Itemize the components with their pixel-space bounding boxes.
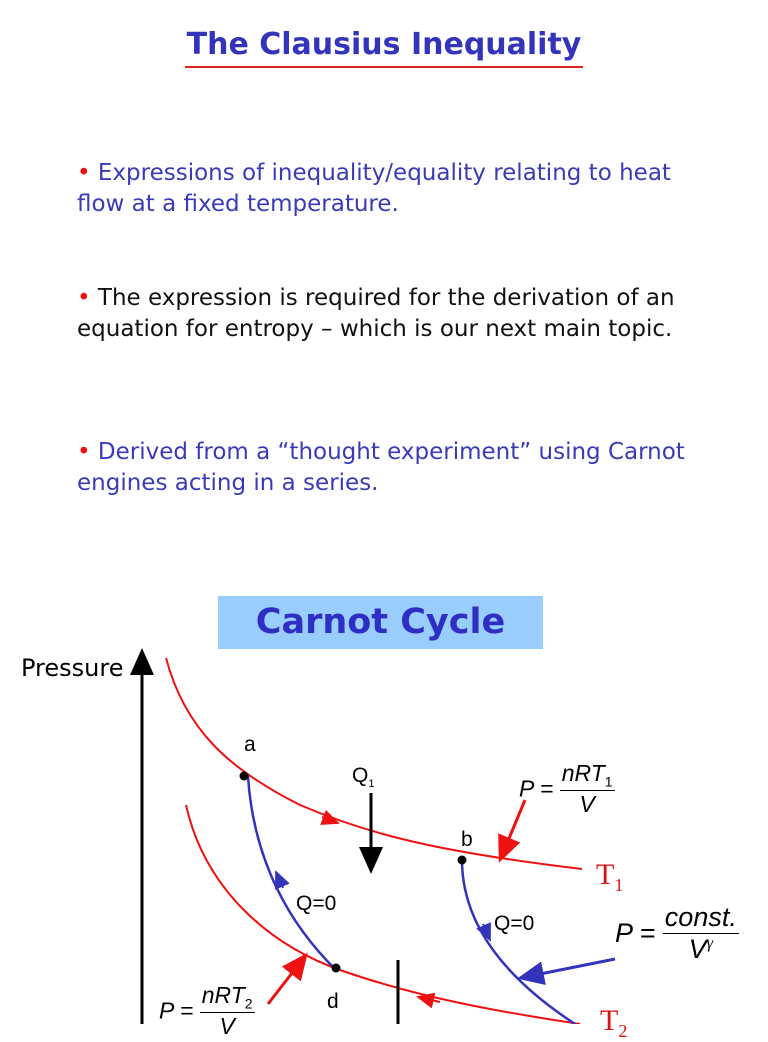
eq-lhs: P = — [615, 918, 656, 948]
section-heading: Carnot Cycle — [218, 596, 543, 649]
y-axis-label: Pressure — [21, 654, 124, 682]
bullet-text: The expression is required for the deriv… — [77, 285, 675, 342]
eq-denominator: V — [688, 934, 707, 964]
adiabat-right-curve — [460, 859, 576, 1024]
eq-numerator: nRT — [561, 760, 605, 786]
adiabat-right-label: Q=0 — [494, 912, 535, 935]
point-d-label: d — [327, 990, 339, 1013]
eq-denominator: V — [579, 790, 595, 817]
isotherm-hot-curve — [165, 657, 583, 870]
eq-exponent: γ — [706, 935, 713, 952]
eq-adiabat-pointer-arrow — [517, 957, 616, 986]
eq-subscript: 1 — [604, 773, 613, 790]
bullet-item: • The expression is required for the der… — [77, 283, 697, 345]
eq-numerator: nRT — [201, 982, 245, 1008]
eq-lhs: P = — [519, 775, 554, 802]
isotherm-hot-label: T1 — [596, 858, 623, 896]
eq-subscript: 2 — [244, 995, 253, 1012]
adiabat-left-curve — [246, 775, 337, 971]
point-d-marker — [331, 963, 341, 973]
bullet-dot-icon: • — [77, 285, 91, 311]
temp-subscript: 2 — [618, 1021, 628, 1041]
equation-isotherm-cold: P = nRT2 V — [159, 982, 255, 1040]
bullet-dot-icon: • — [77, 439, 91, 465]
heat-symbol: Q — [352, 764, 369, 787]
temp-symbol: T — [600, 1004, 619, 1037]
temp-symbol: T — [596, 858, 615, 891]
eq-cold-pointer-arrow — [266, 952, 308, 1005]
point-a-label: a — [244, 733, 256, 756]
slide-title-text: The Clausius Inequality — [184, 26, 584, 68]
equation-adiabat: P = const. Vγ — [615, 902, 739, 965]
slide-title: The Clausius Inequality — [0, 26, 768, 68]
bullet-text: Derived from a “thought experiment” usin… — [77, 439, 685, 496]
eq-denominator: V — [219, 1012, 235, 1039]
adiabat-left-label: Q=0 — [296, 892, 337, 915]
point-a-marker — [239, 771, 249, 781]
bullet-text: Expressions of inequality/equality relat… — [77, 160, 671, 217]
temp-subscript: 1 — [614, 875, 624, 895]
heat-in-label: Q1 — [352, 764, 374, 790]
bullet-item: • Expressions of inequality/equality rel… — [77, 158, 697, 220]
bullet-dot-icon: • — [77, 160, 91, 186]
eq-hot-pointer-arrow — [498, 799, 527, 863]
bullet-item: • Derived from a “thought experiment” us… — [77, 437, 697, 499]
point-b-label: b — [461, 828, 473, 851]
eq-numerator: const. — [662, 902, 739, 934]
equation-isotherm-hot: P = nRT1 V — [519, 760, 615, 818]
point-b-marker — [457, 855, 467, 865]
eq-lhs: P = — [159, 997, 194, 1024]
heat-subscript: 1 — [368, 778, 375, 791]
isotherm-cold-label: T2 — [600, 1004, 627, 1042]
